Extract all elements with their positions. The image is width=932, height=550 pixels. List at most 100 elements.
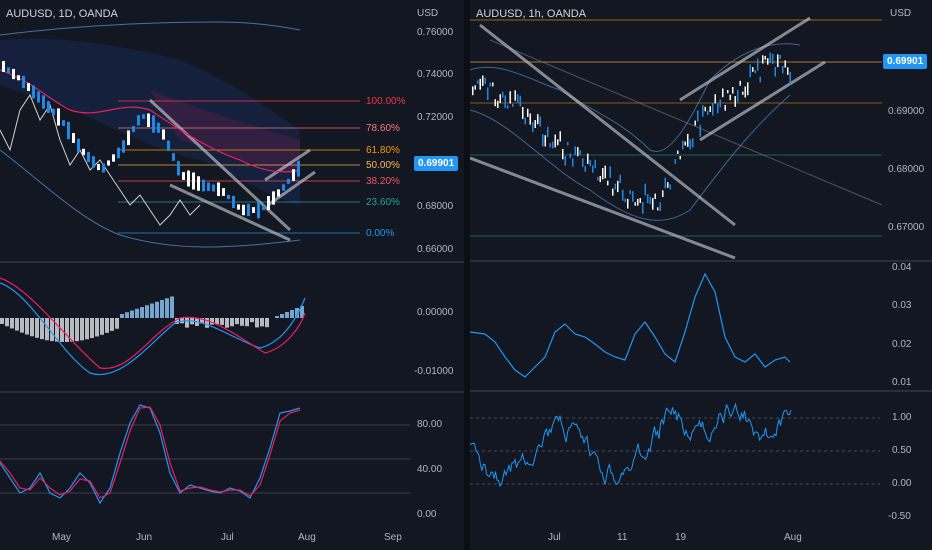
histogram-bar xyxy=(165,298,169,318)
candle xyxy=(659,202,661,212)
chart-divider[interactable] xyxy=(464,0,470,550)
histogram-bar xyxy=(155,301,159,318)
candle xyxy=(632,191,634,202)
candle xyxy=(12,68,15,80)
candle xyxy=(719,99,721,108)
candle xyxy=(82,148,85,156)
candle xyxy=(494,99,496,107)
histogram-bar xyxy=(45,318,49,341)
candle xyxy=(499,94,501,104)
histogram-bar xyxy=(10,318,14,329)
candle xyxy=(767,58,769,65)
time-tick: Jun xyxy=(136,532,153,543)
candle xyxy=(47,101,50,113)
left-chart-canvas[interactable] xyxy=(0,0,464,550)
histogram-bar xyxy=(35,318,39,338)
candle xyxy=(477,80,479,84)
candle xyxy=(292,169,295,181)
candle xyxy=(772,53,774,65)
right-chart[interactable]: AUDUSD, 1h, OANDA USD 0.69901 0.69000 0.… xyxy=(470,0,932,260)
left-stoch-pane[interactable]: 80.00 40.00 0.00 xyxy=(0,393,464,523)
candle xyxy=(52,108,55,116)
candle xyxy=(587,153,589,164)
candle xyxy=(92,156,95,168)
candle xyxy=(602,168,604,180)
candle xyxy=(644,183,646,196)
histogram-bar xyxy=(215,318,219,325)
fib-label-100: 100.00% xyxy=(366,96,406,107)
candle xyxy=(594,159,596,169)
vol-canvas[interactable] xyxy=(470,262,932,390)
candle xyxy=(187,170,190,187)
candle xyxy=(474,85,476,90)
histogram-bar xyxy=(5,318,9,327)
right-pane-separator[interactable] xyxy=(470,260,932,262)
right-osc-pane[interactable]: 1.00 0.50 0.00 -0.50 xyxy=(470,392,932,526)
left-chart[interactable]: AUDUSD, 1D, OANDA USD 0.76000 0.74000 0.… xyxy=(0,0,464,550)
left-time-axis[interactable]: May Jun Jul Aug Sep xyxy=(0,527,464,550)
candle xyxy=(554,134,556,148)
left-current-price-tag: 0.69901 xyxy=(414,156,459,171)
histogram-bar xyxy=(260,318,264,327)
candle xyxy=(677,150,679,154)
candle xyxy=(147,113,150,128)
candle xyxy=(694,120,696,126)
candle xyxy=(557,139,559,146)
candle xyxy=(562,149,564,160)
candle xyxy=(7,67,10,74)
up-channel-lower xyxy=(699,60,826,142)
left-pane-separator[interactable] xyxy=(0,261,464,263)
macd-canvas[interactable] xyxy=(0,263,464,391)
fib-label-236: 23.60% xyxy=(366,197,400,208)
candle xyxy=(497,100,499,108)
candle xyxy=(262,205,265,211)
stoch-canvas[interactable] xyxy=(0,393,464,523)
candle xyxy=(697,110,699,122)
fib-label-0: 0.00% xyxy=(366,228,395,239)
candle xyxy=(282,184,285,191)
candle xyxy=(532,122,534,132)
candle xyxy=(667,182,669,188)
candle xyxy=(787,67,789,75)
candle xyxy=(634,202,636,206)
candle xyxy=(527,108,529,117)
candle xyxy=(57,108,60,126)
left-pane-separator[interactable] xyxy=(0,391,464,393)
vol-tick: 0.02 xyxy=(892,339,912,350)
histogram-bar xyxy=(160,300,164,318)
candle xyxy=(157,122,160,133)
candle xyxy=(112,154,115,162)
right-time-axis[interactable]: Jul 11 19 Aug xyxy=(470,527,932,550)
candle xyxy=(692,138,694,148)
candle xyxy=(622,189,624,201)
osc-tick: 0.50 xyxy=(892,445,912,456)
candle xyxy=(37,91,40,103)
right-pane-separator[interactable] xyxy=(470,390,932,392)
right-vol-pane[interactable]: 0.04 0.03 0.02 0.01 xyxy=(470,262,932,390)
histogram-bar xyxy=(125,312,129,318)
rising-channel-lower xyxy=(267,170,316,207)
histogram-bar xyxy=(110,318,114,331)
left-currency-label: USD xyxy=(417,8,439,19)
right-chart-canvas[interactable] xyxy=(470,0,932,260)
histogram-bar xyxy=(205,318,209,328)
left-price-tick: 0.68000 xyxy=(417,201,454,212)
oscillator-line xyxy=(470,402,792,488)
right-current-price-tag: 0.69901 xyxy=(883,54,928,69)
candle xyxy=(267,196,270,210)
left-macd-pane[interactable]: 0.00000 -0.01000 xyxy=(0,263,464,391)
candle xyxy=(717,103,719,114)
candle xyxy=(212,184,215,192)
price-candles xyxy=(2,61,300,219)
down-channel-upper xyxy=(479,23,736,227)
candle xyxy=(479,78,481,90)
candle xyxy=(272,191,275,205)
candle xyxy=(227,194,230,200)
candle xyxy=(742,91,744,95)
candle xyxy=(572,158,574,167)
osc-canvas[interactable] xyxy=(470,392,932,526)
candle xyxy=(589,160,591,167)
vol-tick: 0.03 xyxy=(892,300,912,311)
histogram-bar xyxy=(20,318,24,333)
left-price-tick: 0.74000 xyxy=(417,69,454,80)
